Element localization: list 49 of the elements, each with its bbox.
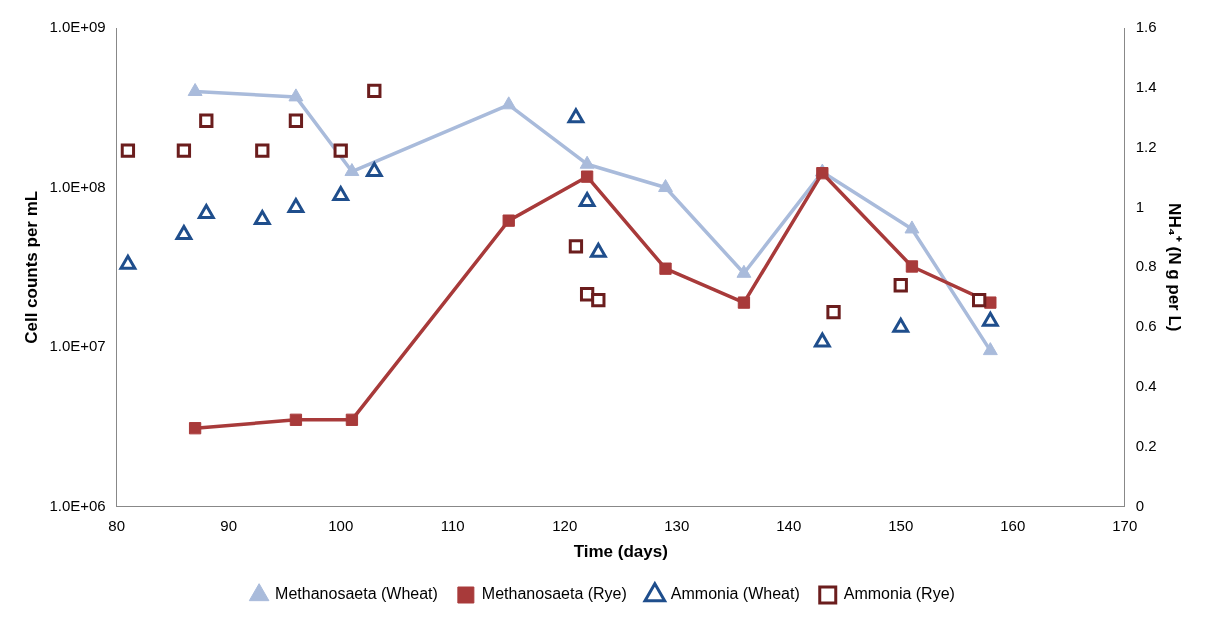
point [659, 262, 672, 275]
point [736, 264, 752, 278]
y2-tick-label: 0.8 [1135, 257, 1157, 275]
x-tick-label: 90 [220, 516, 238, 534]
y2-tick-label: 1.2 [1135, 137, 1157, 155]
legend-label: Ammonia (Wheat) [670, 585, 800, 603]
x-axis-title: Time (days) [573, 542, 668, 562]
x-tick-label: 130 [664, 516, 690, 534]
point [345, 413, 359, 426]
y2-tick-label: 0.4 [1135, 377, 1157, 395]
y2-tick-label: 1.6 [1135, 18, 1157, 36]
x-tick-label: 160 [1000, 516, 1026, 534]
legend-label: Methanosaeta (Wheat) [275, 585, 438, 603]
y-tick-label: 1.0E+08 [49, 177, 106, 195]
y2-axis-title: NH₄⁺ (N g per L) [1165, 203, 1185, 332]
x-tick-label: 110 [440, 516, 465, 534]
x-tick-label: 120 [552, 516, 578, 534]
y-tick-label: 1.0E+06 [49, 496, 106, 514]
y2-tick-label: 0 [1135, 496, 1145, 514]
point [984, 296, 997, 309]
x-tick-label: 150 [888, 516, 914, 534]
x-tick-label: 100 [328, 516, 354, 534]
point [982, 342, 998, 356]
point [289, 413, 303, 426]
point [502, 214, 515, 227]
point [580, 170, 594, 183]
point [187, 82, 203, 96]
x-tick-label: 140 [776, 516, 802, 534]
x-tick-label: 80 [108, 516, 126, 534]
y-tick-label: 1.0E+07 [49, 337, 106, 355]
point [579, 155, 595, 169]
y2-tick-label: 0.6 [1135, 317, 1157, 335]
point [905, 260, 919, 273]
point [344, 163, 360, 177]
y2-tick-label: 0.2 [1135, 436, 1157, 454]
y-axis-title: Cell counts per mL [21, 190, 41, 344]
point [188, 422, 202, 435]
y-tick-label: 1.0E+09 [49, 18, 106, 36]
point [288, 88, 304, 102]
point [501, 96, 517, 110]
y2-tick-label: 1.4 [1135, 77, 1157, 95]
legend-label: Methanosaeta (Rye) [481, 585, 627, 603]
point [737, 296, 751, 309]
x-tick-label: 170 [1112, 516, 1138, 534]
point [816, 167, 829, 180]
y2-tick-label: 1 [1135, 197, 1145, 215]
legend-label: Ammonia (Rye) [843, 585, 955, 603]
point [904, 220, 920, 234]
point [658, 179, 673, 193]
